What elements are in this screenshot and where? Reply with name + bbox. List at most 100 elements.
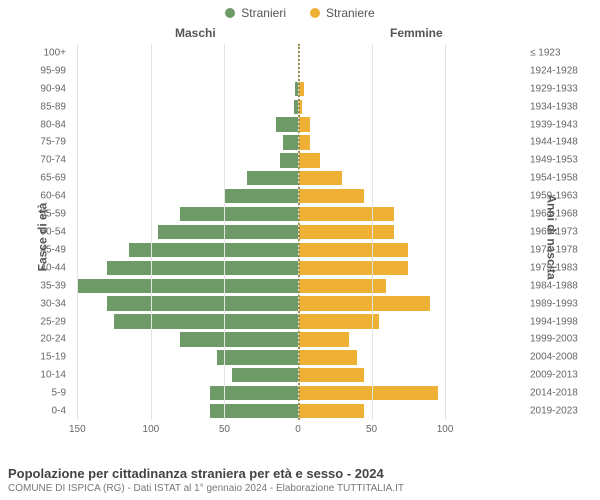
- age-label: 80-84: [24, 119, 66, 130]
- x-tick: 100: [437, 424, 454, 435]
- bar-female: [298, 189, 364, 203]
- age-label: 45-49: [24, 244, 66, 255]
- bar-female: [298, 332, 349, 346]
- age-label: 55-59: [24, 209, 66, 220]
- x-axis: 150 100 50 0 50 100: [70, 424, 526, 438]
- bar-male: [107, 296, 298, 310]
- bar-male: [210, 386, 298, 400]
- column-title-female: Femmine: [390, 26, 443, 40]
- birth-year-label: 1939-1943: [530, 119, 596, 130]
- birth-year-label: 2014-2018: [530, 388, 596, 399]
- x-tick: 50: [366, 424, 377, 435]
- chart-title: Popolazione per cittadinanza straniera p…: [8, 466, 592, 481]
- bar-female: [298, 153, 320, 167]
- bar-female: [298, 207, 394, 221]
- chart-subtitle: COMUNE DI ISPICA (RG) - Dati ISTAT al 1°…: [8, 483, 592, 494]
- age-label: 95-99: [24, 65, 66, 76]
- bar-male: [158, 225, 298, 239]
- legend-swatch: [225, 8, 235, 18]
- column-title-male: Maschi: [175, 26, 216, 40]
- legend-item: Stranieri: [225, 6, 286, 20]
- age-label: 25-29: [24, 316, 66, 327]
- legend-item: Straniere: [310, 6, 375, 20]
- bar-female: [298, 404, 364, 418]
- chart-footer: Popolazione per cittadinanza straniera p…: [8, 466, 592, 494]
- birth-year-label: 1949-1953: [530, 155, 596, 166]
- bar-female: [298, 368, 364, 382]
- pyramid-chart: Maschi Femmine Fasce di età Anni di nasc…: [0, 22, 600, 452]
- birth-year-label: 2019-2023: [530, 406, 596, 417]
- birth-year-label: 1929-1933: [530, 83, 596, 94]
- x-tick: 100: [143, 424, 160, 435]
- birth-year-label: 1989-1993: [530, 298, 596, 309]
- x-tick: 0: [295, 424, 301, 435]
- bar-female: [298, 386, 438, 400]
- birth-year-label: 1959-1963: [530, 191, 596, 202]
- birth-year-label: 1969-1973: [530, 227, 596, 238]
- birth-year-label: 1974-1978: [530, 244, 596, 255]
- birth-year-label: 2004-2008: [530, 352, 596, 363]
- birth-year-label: 1984-1988: [530, 280, 596, 291]
- bar-male: [276, 117, 298, 131]
- birth-year-label: 2009-2013: [530, 370, 596, 381]
- age-label: 10-14: [24, 370, 66, 381]
- age-label: 15-19: [24, 352, 66, 363]
- center-line: [298, 44, 300, 420]
- age-label: 30-34: [24, 298, 66, 309]
- birth-year-label: 1934-1938: [530, 101, 596, 112]
- bar-female: [298, 225, 394, 239]
- age-label: 75-79: [24, 137, 66, 148]
- bar-male: [217, 350, 298, 364]
- x-tick: 50: [219, 424, 230, 435]
- birth-year-label: 1994-1998: [530, 316, 596, 327]
- gridline: [151, 44, 152, 420]
- age-label: 20-24: [24, 334, 66, 345]
- age-label: 60-64: [24, 191, 66, 202]
- bar-female: [298, 243, 408, 257]
- bar-female: [298, 350, 357, 364]
- bar-male: [280, 153, 298, 167]
- bar-female: [298, 279, 386, 293]
- x-tick: 150: [69, 424, 86, 435]
- birth-year-label: 1979-1983: [530, 262, 596, 273]
- gridline: [445, 44, 446, 420]
- age-label: 50-54: [24, 227, 66, 238]
- bar-male: [129, 243, 298, 257]
- age-label: 90-94: [24, 83, 66, 94]
- bar-male: [180, 207, 298, 221]
- bar-male: [107, 261, 298, 275]
- age-label: 65-69: [24, 173, 66, 184]
- birth-year-label: 1999-2003: [530, 334, 596, 345]
- bar-female: [298, 171, 342, 185]
- age-label: 100+: [24, 47, 66, 58]
- age-label: 70-74: [24, 155, 66, 166]
- legend-label: Straniere: [326, 6, 375, 20]
- gridline: [372, 44, 373, 420]
- bar-male: [283, 135, 298, 149]
- age-label: 0-4: [24, 406, 66, 417]
- age-label: 35-39: [24, 280, 66, 291]
- birth-year-label: 1954-1958: [530, 173, 596, 184]
- birth-year-label: ≤ 1923: [530, 47, 596, 58]
- plot-area: 0-42019-20235-92014-201810-142009-201315…: [70, 44, 526, 420]
- age-label: 40-44: [24, 262, 66, 273]
- bar-female: [298, 261, 408, 275]
- bar-male: [114, 314, 298, 328]
- legend-label: Stranieri: [241, 6, 286, 20]
- legend: Stranieri Straniere: [0, 0, 600, 22]
- age-label: 85-89: [24, 101, 66, 112]
- bar-female: [298, 314, 379, 328]
- legend-swatch: [310, 8, 320, 18]
- bar-male: [232, 368, 298, 382]
- birth-year-label: 1944-1948: [530, 137, 596, 148]
- birth-year-label: 1964-1968: [530, 209, 596, 220]
- bar-male: [180, 332, 298, 346]
- bar-male: [247, 171, 298, 185]
- birth-year-label: 1924-1928: [530, 65, 596, 76]
- bar-male: [210, 404, 298, 418]
- bar-female: [298, 296, 430, 310]
- bar-male: [224, 189, 298, 203]
- age-label: 5-9: [24, 388, 66, 399]
- bar-male: [77, 279, 298, 293]
- gridline: [224, 44, 225, 420]
